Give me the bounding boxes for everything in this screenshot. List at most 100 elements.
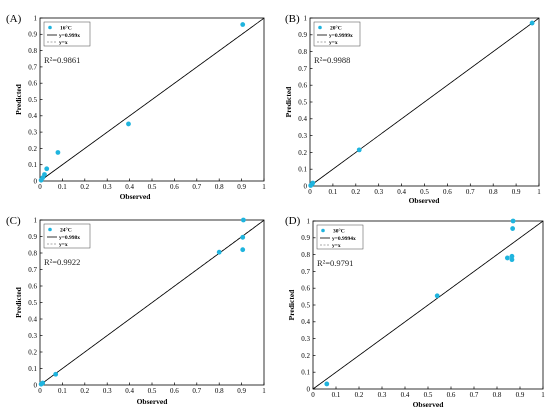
data-point	[509, 253, 515, 259]
legend-ref-label: y=x	[329, 40, 338, 46]
legend-series-label: 16°C	[60, 25, 72, 32]
data-point	[510, 218, 516, 224]
x-tick-label: 0.8	[215, 183, 224, 191]
y-axis-label: Predicted	[287, 289, 296, 321]
r-squared-annotation: R²=0.9988	[314, 55, 350, 65]
data-point	[55, 150, 61, 155]
legend-marker	[318, 25, 322, 30]
x-tick-label: 0.2	[80, 183, 89, 191]
panel-label: (B)	[285, 13, 300, 25]
x-tick-label: 0.6	[447, 391, 456, 399]
y-tick-label: 0.7	[298, 65, 307, 73]
x-tick-label: 0.5	[148, 183, 157, 191]
x-tick-label: 0.6	[443, 188, 452, 196]
y-tick-label: 0.8	[28, 249, 37, 257]
data-point	[510, 226, 516, 231]
y-tick-label: 0.1	[298, 166, 307, 174]
data-point	[240, 217, 246, 223]
legend-fit-label: y=0.9994x	[332, 236, 356, 242]
r-squared-annotation: R²=0.9791	[317, 258, 353, 268]
legend-ref-label: y=x	[59, 40, 68, 46]
y-tick-label: 0.4	[28, 315, 37, 323]
y-tick-label: 0.6	[298, 82, 307, 90]
legend-ref-label: y=x	[59, 242, 68, 248]
y-tick-label: 1	[307, 217, 311, 225]
y-tick-label: 0.8	[298, 48, 307, 56]
x-tick-label: 0.7	[192, 387, 201, 395]
legend-marker	[48, 227, 52, 232]
x-axis-label: Observed	[409, 196, 441, 205]
panel-label: (C)	[6, 215, 21, 227]
y-tick-label: 0.2	[28, 145, 37, 153]
y-tick-label: 0.5	[28, 299, 37, 307]
data-point	[44, 166, 50, 172]
data-point	[434, 293, 440, 299]
y-tick-label: 0.9	[298, 31, 307, 39]
y-tick-label: 0.1	[28, 161, 37, 169]
legend-series-label: 24°C	[60, 227, 72, 234]
fitted-line	[39, 220, 265, 386]
x-tick-label: 0.1	[58, 387, 67, 395]
y-tick-label: 0.9	[28, 31, 37, 39]
legend-box	[43, 223, 91, 249]
y-tick-label: 0.6	[28, 80, 37, 88]
y-tick-label: 1	[34, 216, 38, 224]
chart-panel-4: (D) 00 0.1 0.1 0.2 0.2 0.3 0.3 0.4 0.4 0.5 0.5 0.6 0.…	[285, 215, 545, 409]
y-tick-label: 0.2	[28, 348, 37, 356]
data-point	[240, 234, 246, 240]
fitted-line	[39, 17, 265, 182]
r-squared-annotation: R²=0.9861	[44, 55, 80, 65]
x-tick-label: 0.6	[170, 183, 179, 191]
y-tick-label: 0.9	[28, 233, 37, 241]
x-axis-label: Observed	[120, 192, 152, 201]
x-axis-label: Observed	[413, 400, 445, 409]
y-tick-label: 0.2	[298, 149, 307, 157]
y-tick-label: 0.4	[298, 115, 307, 123]
x-tick-label: 0.4	[397, 188, 406, 196]
y-tick-label: 0.4	[28, 112, 37, 120]
y-tick-label: 0	[304, 182, 308, 190]
x-tick-label: 0.2	[80, 387, 89, 395]
x-tick-label: 1	[262, 183, 266, 191]
y-tick-label: 0.5	[298, 98, 307, 106]
y-tick-label: 0	[307, 385, 311, 393]
fitted-line	[312, 220, 544, 390]
legend-marker	[321, 228, 325, 233]
data-point	[216, 249, 222, 255]
y-tick-label: 0.1	[301, 369, 310, 377]
data-point	[40, 380, 46, 386]
y-tick-label: 0.5	[28, 96, 37, 104]
y-tick-label: 0.8	[28, 47, 37, 55]
x-tick-label: 0.1	[332, 391, 341, 399]
x-tick-label: 0.2	[351, 188, 360, 196]
y-tick-label: 0.1	[28, 365, 37, 373]
x-tick-label: 0.3	[103, 387, 112, 395]
data-point	[324, 381, 330, 387]
x-tick-label: 0.5	[420, 188, 429, 196]
y-tick-label: 0.9	[301, 234, 310, 242]
panel-label: (D)	[285, 215, 301, 227]
x-tick-label: 0.8	[215, 387, 224, 395]
x-tick-label: 0.1	[329, 188, 338, 196]
chart-panel-1: (A) 00 0.1 0.1 0.2 0.2 0.3 0.3 0.4 0.4 0.5 0.5 0.6 0.…	[6, 13, 266, 201]
x-tick-label: 0.3	[378, 391, 387, 399]
y-tick-label: 0.7	[28, 63, 37, 71]
legend-fit-label: y=0.9999x	[329, 33, 353, 39]
y-tick-label: 0.3	[301, 335, 310, 343]
y-tick-label: 0.6	[301, 285, 310, 293]
data-point	[356, 147, 362, 153]
y-tick-label: 0.3	[28, 332, 37, 340]
y-tick-label: 1	[34, 14, 38, 22]
x-axis-label: Observed	[137, 397, 169, 406]
x-tick-label: 1	[537, 188, 541, 196]
legend-ref-label: y=x	[332, 243, 341, 249]
x-tick-label: 0.9	[512, 188, 521, 196]
x-tick-label: 0.5	[148, 387, 157, 395]
x-tick-label: 0.3	[103, 183, 112, 191]
y-tick-label: 0.7	[301, 268, 310, 276]
y-tick-label: 0	[34, 177, 38, 185]
x-tick-label: 0	[311, 391, 315, 399]
data-point	[310, 180, 316, 186]
x-tick-label: 0	[308, 188, 312, 196]
x-tick-label: 0	[38, 387, 42, 395]
